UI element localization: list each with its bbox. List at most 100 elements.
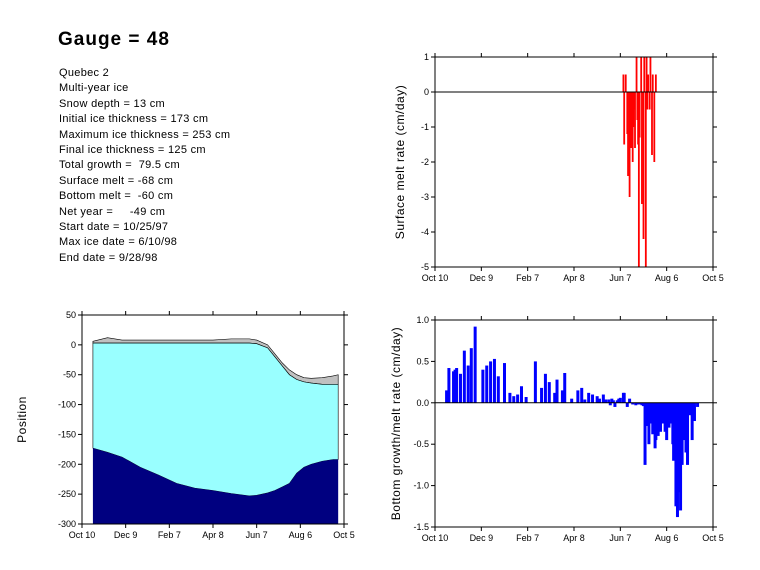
x-tick-label: Feb 7 xyxy=(516,273,539,283)
bar xyxy=(458,373,462,403)
bar xyxy=(540,387,544,403)
bar xyxy=(508,392,512,403)
plot-frame xyxy=(434,56,714,268)
x-tick-label: Oct 10 xyxy=(422,273,449,283)
bar xyxy=(524,397,528,403)
y-tick-label: -50 xyxy=(63,370,76,380)
y-tick-label: -5 xyxy=(421,262,429,272)
y-tick-label: -4 xyxy=(421,227,429,237)
bar xyxy=(469,348,473,403)
bar xyxy=(645,57,648,92)
x-tick-label: Oct 5 xyxy=(702,273,724,283)
x-tick-label: Jun 7 xyxy=(609,533,631,543)
x-tick-label: Aug 6 xyxy=(289,530,313,540)
x-tick-label: Jun 7 xyxy=(609,273,631,283)
bar xyxy=(682,402,686,441)
bar xyxy=(637,92,640,267)
bar xyxy=(583,399,587,403)
bar xyxy=(674,402,678,507)
bar xyxy=(643,402,647,465)
bar xyxy=(640,57,643,92)
bar xyxy=(624,74,627,92)
bar xyxy=(656,402,660,436)
bottom-growth-chart xyxy=(431,316,717,531)
info-line: Quebec 2 xyxy=(59,67,110,79)
x-tick-label: Oct 5 xyxy=(333,530,355,540)
bar xyxy=(617,398,621,403)
info-line: Surface melt = -68 cm xyxy=(59,174,174,187)
y-tick-label: 0.0 xyxy=(416,398,429,408)
bar xyxy=(622,74,625,92)
bar xyxy=(642,92,645,239)
bar xyxy=(608,402,612,406)
bar xyxy=(560,390,564,403)
y-tick-label: 0 xyxy=(71,340,76,350)
bar xyxy=(466,365,470,403)
y-axis-label: Position xyxy=(15,396,29,443)
bar xyxy=(555,379,559,403)
bar xyxy=(597,398,601,403)
bar xyxy=(647,74,650,92)
bar xyxy=(519,386,523,403)
bar xyxy=(696,402,700,407)
bar xyxy=(647,402,651,445)
bar xyxy=(503,363,506,403)
bar xyxy=(631,402,635,405)
bar xyxy=(636,402,640,405)
bar xyxy=(576,390,580,403)
info-line: Multi-year ice xyxy=(59,82,129,95)
bar xyxy=(613,402,617,407)
bar xyxy=(672,402,676,461)
y-axis-label: Bottom growth/melt rate (cm/day) xyxy=(389,327,403,520)
bar xyxy=(628,92,631,197)
bar xyxy=(658,402,662,432)
bar xyxy=(688,402,692,416)
bar xyxy=(634,92,636,148)
bar xyxy=(623,92,626,145)
y-tick-label: -0.5 xyxy=(413,439,429,449)
y-tick-label: 50 xyxy=(66,310,76,320)
bar xyxy=(462,350,466,403)
bar xyxy=(473,326,477,403)
bar xyxy=(676,402,680,493)
bar xyxy=(604,399,608,403)
x-tick-label: Dec 9 xyxy=(470,533,494,543)
bar xyxy=(587,392,591,403)
x-tick-label: Dec 9 xyxy=(114,530,138,540)
bar xyxy=(547,382,551,403)
bar xyxy=(452,371,456,403)
x-tick-label: Feb 7 xyxy=(158,530,181,540)
x-tick-label: Apr 8 xyxy=(563,533,585,543)
position-chart xyxy=(78,311,348,528)
bar xyxy=(516,394,520,403)
bar xyxy=(667,402,671,428)
bar xyxy=(455,368,459,403)
x-tick-label: Apr 8 xyxy=(563,273,585,283)
bar xyxy=(638,402,642,405)
y-axis-label: Surface melt rate (cm/day) xyxy=(393,85,407,239)
page-title: Gauge = 48 xyxy=(58,29,170,50)
surface-melt-chart xyxy=(431,53,717,271)
bar xyxy=(591,394,595,403)
bar xyxy=(651,74,654,92)
bar xyxy=(485,365,489,403)
bar xyxy=(653,92,656,162)
bar xyxy=(615,400,619,403)
bar xyxy=(686,402,690,465)
bar xyxy=(654,74,657,92)
bar xyxy=(533,361,537,403)
info-line: Snow depth = 13 cm xyxy=(59,97,165,110)
y-tick-label: -200 xyxy=(58,459,76,469)
ocean-area xyxy=(92,448,339,524)
bar xyxy=(663,402,667,432)
y-tick-label: 0.5 xyxy=(416,356,429,366)
bar xyxy=(648,92,651,110)
y-tick-label: -2 xyxy=(421,157,429,167)
bar xyxy=(512,396,516,403)
bar xyxy=(570,398,574,403)
y-tick-label: -150 xyxy=(58,429,76,439)
bar xyxy=(638,92,641,138)
y-tick-label: -1.0 xyxy=(413,481,429,491)
